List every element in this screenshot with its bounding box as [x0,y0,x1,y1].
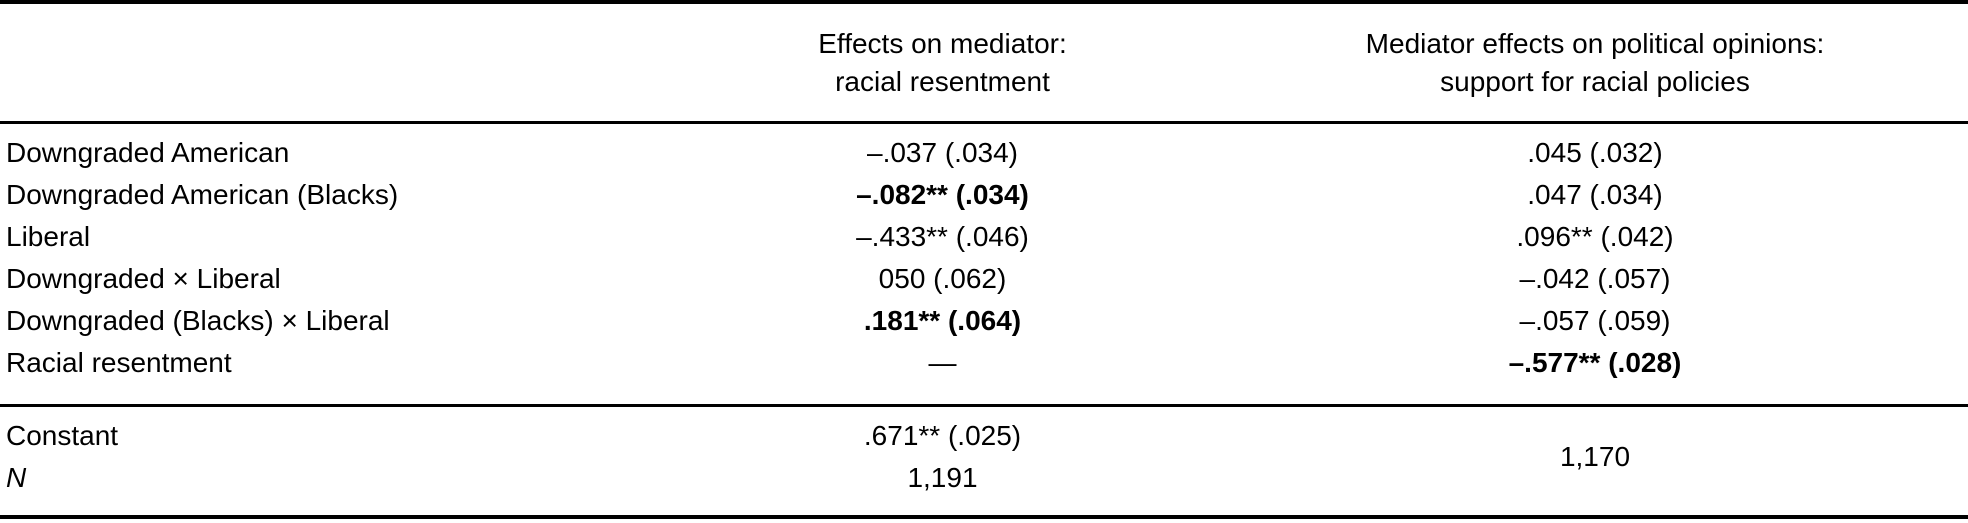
cell-opinions-value: –.057 (.059) [1519,305,1671,336]
cell-opinions-value: .047 (.034) [1527,179,1663,210]
cell-mediator-value: –.433** (.046) [856,221,1029,252]
row-label: Downgraded × Liberal [6,263,281,294]
cell-opinions-value: .045 (.032) [1527,137,1663,168]
header-mediator-column: Effects on mediator: racial resentment [818,28,1067,97]
row-label: Downgraded American (Blacks) [6,179,399,210]
footer-rule [0,404,1968,407]
n-opinions-value: 1,170 [1559,441,1631,472]
cell-mediator-value: –.037 (.034) [867,137,1018,168]
cell-opinions-value: .096** (.042) [1516,221,1674,252]
header-rule [0,121,1968,124]
constant-mediator-value: .671** (.025) [863,420,1022,451]
constant-row-label: Constant [6,420,119,451]
cell-mediator-value: –.082** (.034) [856,179,1029,210]
table-row-liberal: Liberal –.433** (.046) .096** (.042) [0,216,1968,258]
header-opinions-column: Mediator effects on political opinions: … [1365,28,1825,97]
table-row-downgraded-american-blacks: Downgraded American (Blacks) –.082** (.0… [0,174,1968,216]
table-row-racial-resentment: Racial resentment — –.577** (.028) [0,342,1968,384]
row-label: Racial resentment [6,347,232,378]
table-body: Downgraded American –.037 (.034) .045 (.… [0,124,1968,404]
cell-mediator-value: — [928,347,957,378]
cell-mediator-value: 050 (.062) [878,263,1007,294]
table-header-row: Effects on mediator: racial resentment M… [0,4,1968,121]
row-label: Downgraded (Blacks) × Liberal [6,305,390,336]
table-row-downgraded-blacks-x-liberal: Downgraded (Blacks) × Liberal .181** (.0… [0,300,1968,342]
n-row-label: N [6,462,27,493]
table-row-downgraded-x-liberal: Downgraded × Liberal 050 (.062) –.042 (.… [0,258,1968,300]
table-row-downgraded-american: Downgraded American –.037 (.034) .045 (.… [0,132,1968,174]
cell-opinions-value: –.042 (.057) [1519,263,1671,294]
cell-opinions-value: –.577** (.028) [1508,347,1682,378]
table-footer: Constant .671** (.025) N 1,191 1,170 [0,407,1968,515]
row-label: Liberal [6,221,91,252]
n-mediator-value: 1,191 [907,462,978,493]
row-label: Downgraded American [6,137,290,168]
bottom-rule [0,515,1968,519]
cell-mediator-value: .181** (.064) [863,305,1022,336]
top-double-rule [0,0,1968,4]
